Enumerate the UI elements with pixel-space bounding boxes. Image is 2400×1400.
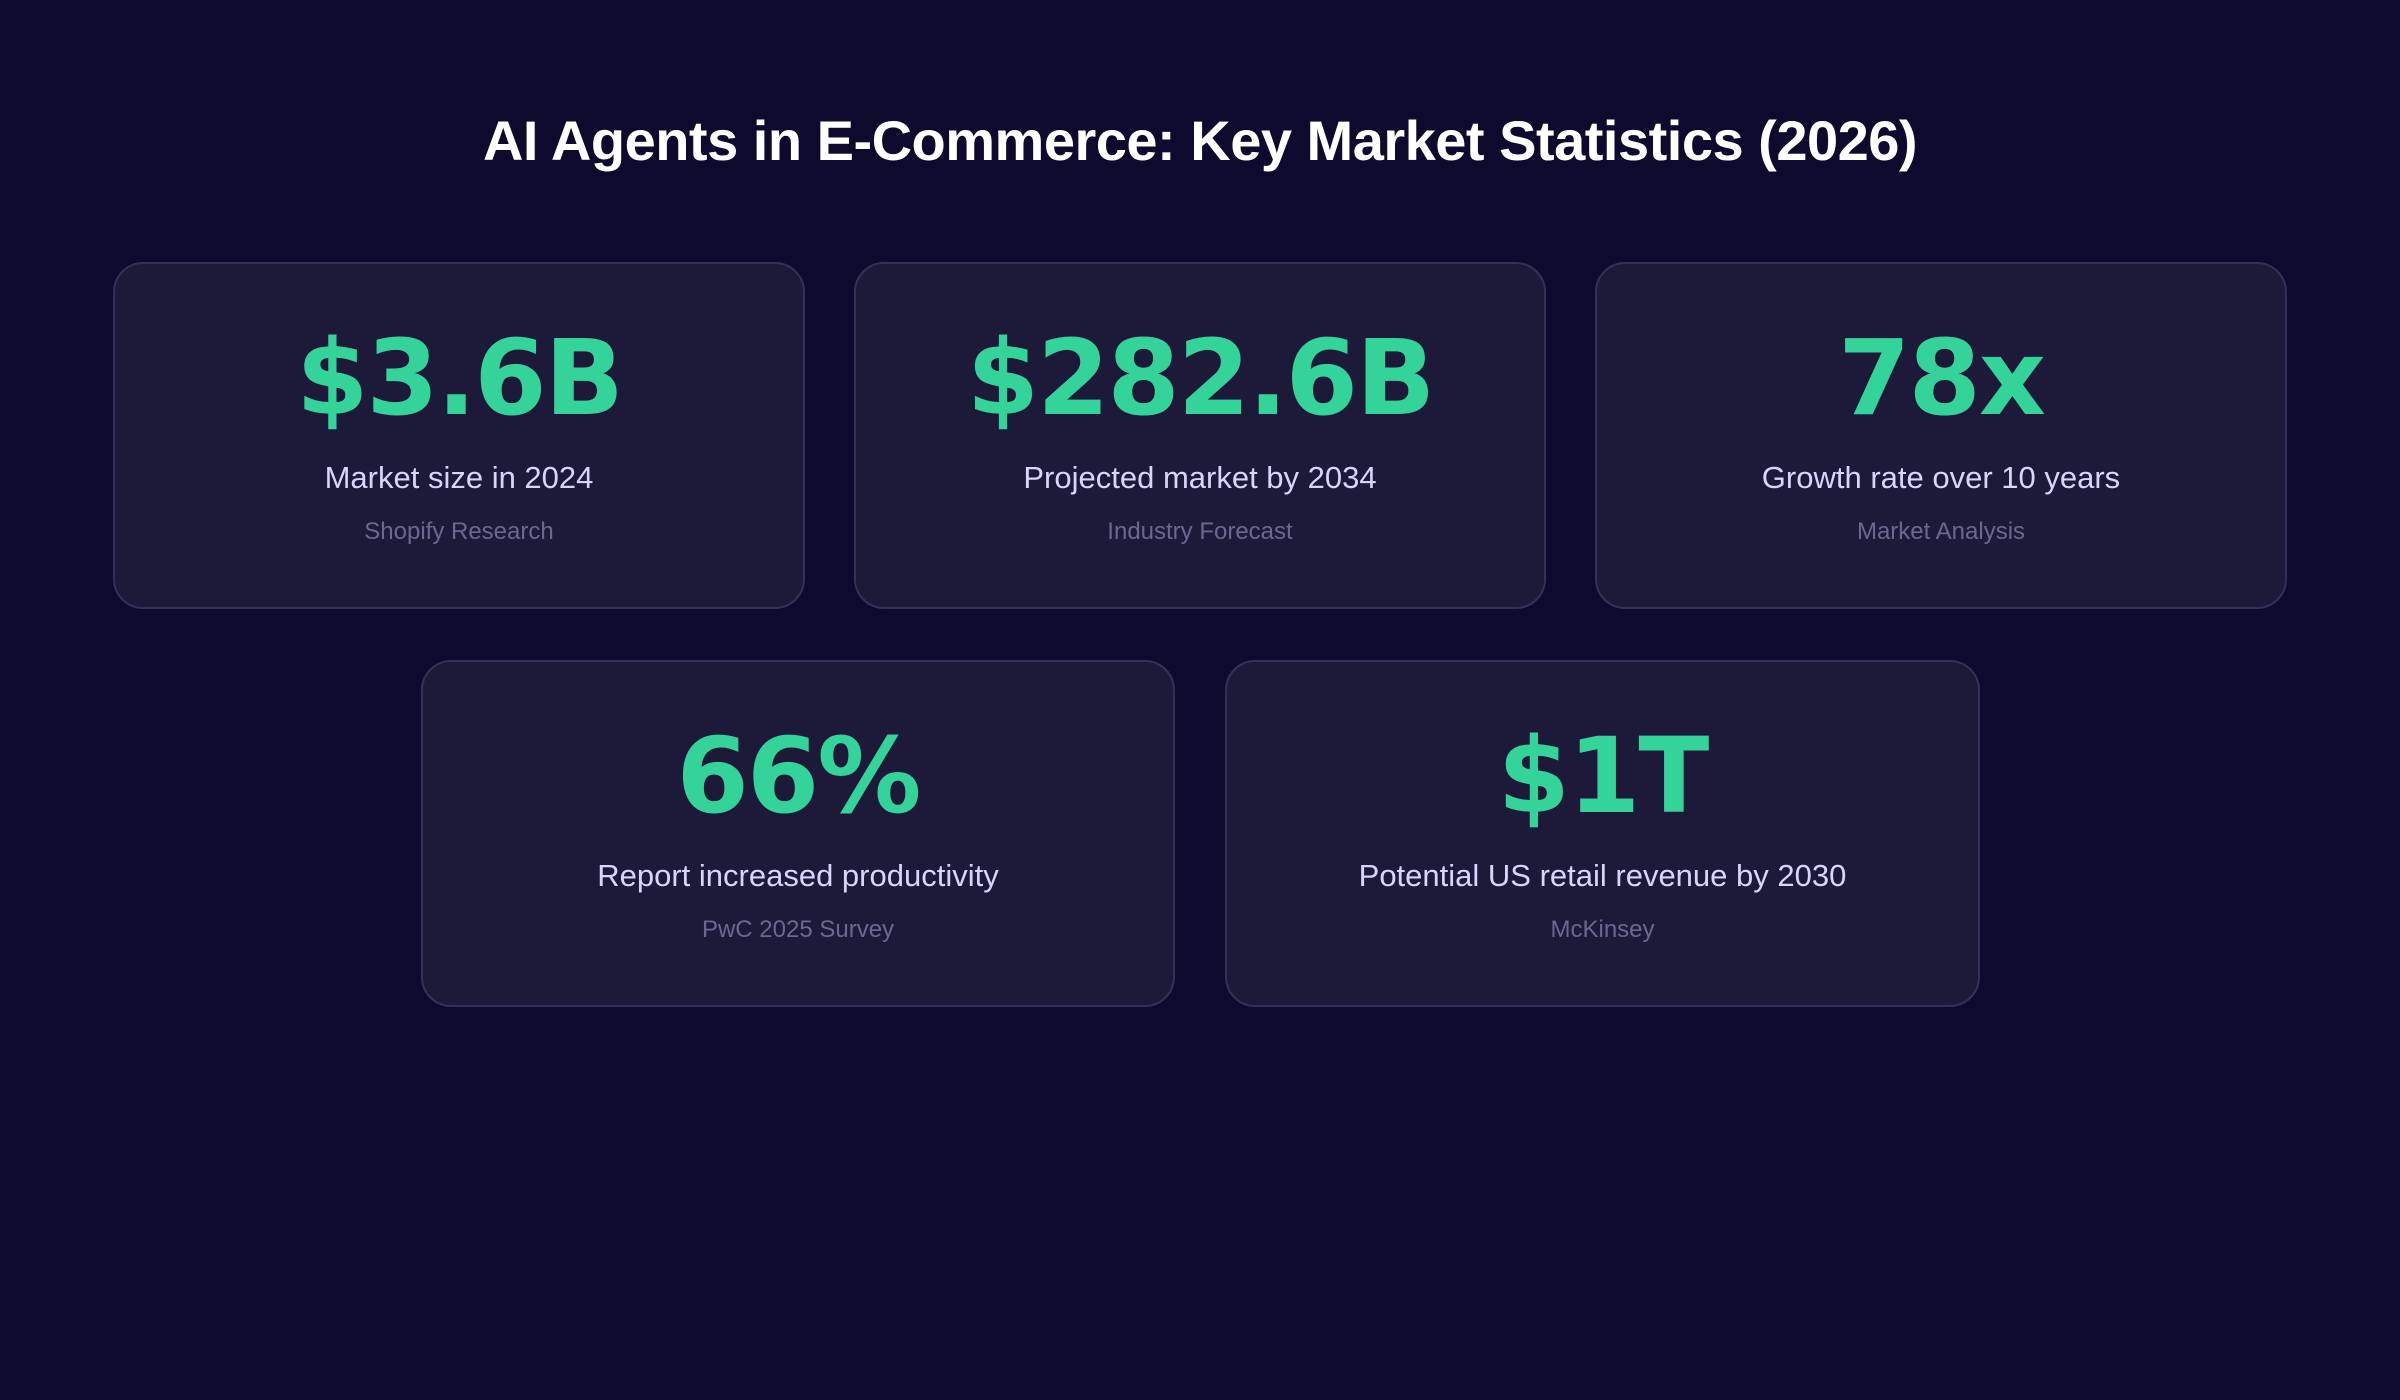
stat-value: $282.6B: [966, 317, 1436, 439]
stat-card-projected-market-2034: $282.6B Projected market by 2034 Industr…: [854, 262, 1546, 609]
stat-source: PwC 2025 Survey: [701, 916, 895, 943]
stat-label: Projected market by 2034: [1023, 460, 1377, 495]
stat-value: $3.6B: [296, 317, 624, 439]
stat-label: Potential US retail revenue by 2030: [1358, 858, 1847, 893]
stat-label: Market size in 2024: [324, 460, 594, 495]
stat-card-us-retail-revenue: $1T Potential US retail revenue by 2030 …: [1225, 660, 1980, 1007]
page-title: AI Agents in E-Commerce: Key Market Stat…: [482, 109, 1918, 172]
stat-source: Industry Forecast: [1107, 518, 1293, 545]
stat-source: Shopify Research: [364, 518, 554, 545]
stat-card-growth-rate: 78x Growth rate over 10 years Market Ana…: [1595, 262, 2287, 609]
stat-card-market-size-2024: $3.6B Market size in 2024 Shopify Resear…: [113, 262, 805, 609]
stat-label: Growth rate over 10 years: [1761, 460, 2121, 495]
stat-value: 66%: [676, 715, 922, 837]
stat-label: Report increased productivity: [597, 858, 999, 893]
stat-source: Market Analysis: [1856, 518, 2026, 545]
stat-value: $1T: [1497, 715, 1710, 837]
stat-source: McKinsey: [1550, 916, 1655, 943]
stat-card-productivity: 66% Report increased productivity PwC 20…: [421, 660, 1175, 1007]
stat-value: 78x: [1838, 317, 2046, 439]
